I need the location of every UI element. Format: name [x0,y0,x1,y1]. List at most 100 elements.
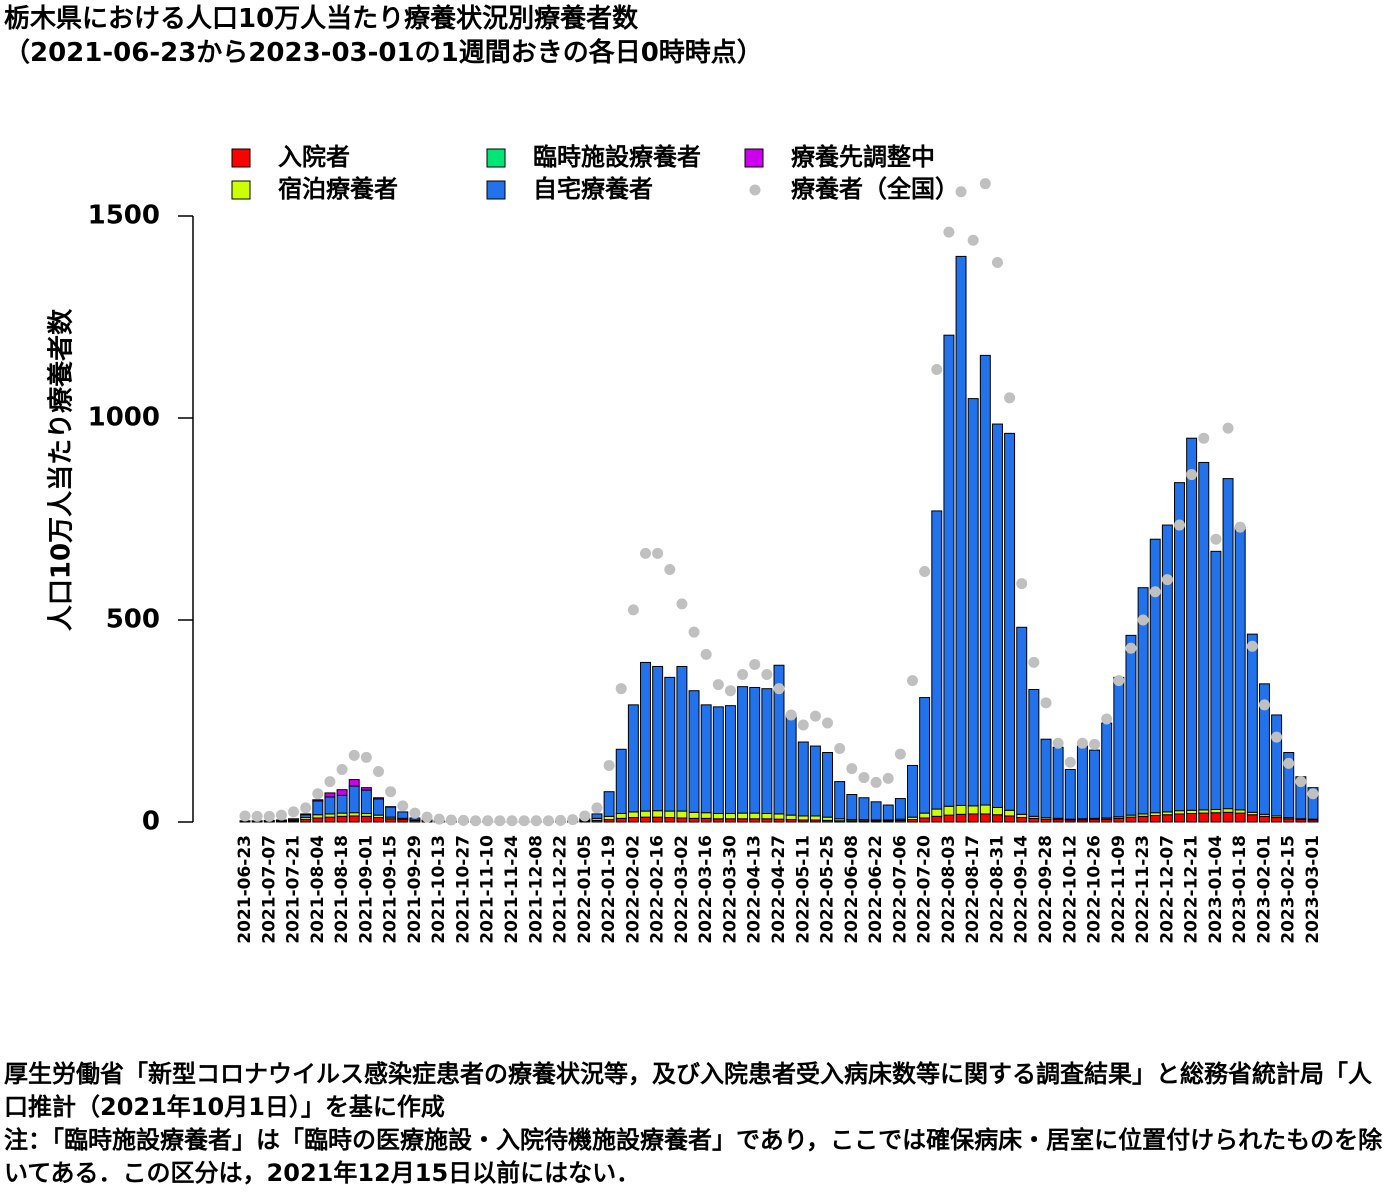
point [1076,737,1088,749]
point [1161,574,1173,586]
point [882,772,894,784]
bar-segment [676,665,688,812]
bar-segment [385,806,397,818]
bar-segment [1076,745,1088,820]
bar-segment [773,664,785,815]
bar-segment [1113,676,1125,818]
bar-segment [967,805,979,815]
bar-segment [761,688,773,815]
bar-segment [312,817,324,823]
bar-segment [1210,550,1222,810]
bar-segment [360,789,372,815]
x-tick-label: 2022-02-16 [648,835,668,944]
point [457,814,469,826]
point [1210,533,1222,545]
bar-segment [676,817,688,823]
bar-segment [931,510,943,810]
bar-segment [919,812,931,819]
x-tick-label: 2021-06-23 [235,835,255,944]
point [360,751,372,763]
bar-segment [979,354,991,806]
bar-segment [991,814,1003,823]
point [1089,738,1101,750]
point [1101,713,1113,725]
x-tick-label: 2022-10-12 [1060,835,1080,944]
point [263,810,275,822]
point [724,685,736,697]
bar-segment [640,816,651,823]
legend-label: 入院者 [278,143,350,171]
x-tick-label: 2023-02-01 [1254,835,1274,944]
footnote: 注：「臨時施設療養者」は「臨時の医療施設・入院待機施設療養者」であり，ここでは確… [4,1126,1383,1187]
point [433,813,445,825]
bar-segment [712,813,724,820]
bar-segment [882,804,894,821]
bar-segment [749,686,761,814]
point [1198,432,1210,444]
bar-segment [1174,813,1185,823]
point [494,815,506,827]
point [737,669,749,681]
point [676,598,688,610]
bar-segment [943,805,955,816]
bar-segment [312,800,324,816]
bar-segment [640,661,651,812]
x-tick-label: 2023-03-01 [1303,835,1323,944]
x-tick-label: 2022-12-07 [1157,835,1177,944]
bar-segment [1137,587,1149,815]
bar-segment [919,697,931,814]
bar-segment [1222,478,1234,810]
bar-segment [1234,526,1246,811]
bar-segment [1271,714,1283,817]
x-tick-label: 2022-04-27 [769,835,789,944]
point [822,717,834,729]
point [931,364,943,376]
bar-segment [967,813,979,823]
bar-segment [300,813,312,816]
bar-segment [797,815,809,821]
point [1234,521,1246,533]
bar-segment [834,781,846,820]
bar-segment [991,423,1003,808]
bar-segment [1101,722,1113,819]
chart-subtitle: （2021-06-23から2023-03-01の1週間おきの各日0時時点） [4,38,763,68]
x-tick-label: 2023-02-15 [1279,835,1299,944]
bar-segment [360,787,372,791]
x-tick-label: 2021-11-10 [478,835,498,944]
bar-segment [348,785,360,814]
y-tick-label: 500 [106,605,160,635]
x-tick-label: 2021-10-13 [429,835,449,944]
y-tick-label: 1000 [88,403,160,433]
point [870,776,882,788]
x-tick-label: 2021-07-21 [284,835,304,944]
bar-segment [858,797,870,821]
x-tick-label: 2022-02-02 [623,835,643,944]
point [943,226,955,238]
x-tick-label: 2021-09-29 [405,835,425,944]
bar-segment [1149,538,1161,814]
bar-segment [761,813,773,820]
bar-segment [1186,437,1198,811]
point [542,815,554,827]
bar-segment [1137,815,1149,823]
bar-segment [943,334,955,807]
point [907,675,918,687]
legend-marker [744,148,764,168]
point [894,748,906,760]
bar-segment [955,804,967,815]
point [579,810,591,822]
bar-segment [652,665,664,812]
point [397,800,409,812]
point [797,719,809,731]
source-note: 厚生労働省「新型コロナウイルス感染症患者の療養状況等，及び入院患者受入病床数等に… [4,1060,1372,1121]
bar-segment [1174,482,1185,812]
point [1064,756,1076,768]
bar-segment [1125,634,1137,816]
bar-segment [1198,812,1210,823]
bar-segment [785,714,797,816]
point [409,807,421,819]
bar-segment [615,748,627,815]
bar-segment [1028,688,1040,817]
bar-segment [324,796,336,815]
x-tick-label: 2022-05-11 [793,835,813,944]
